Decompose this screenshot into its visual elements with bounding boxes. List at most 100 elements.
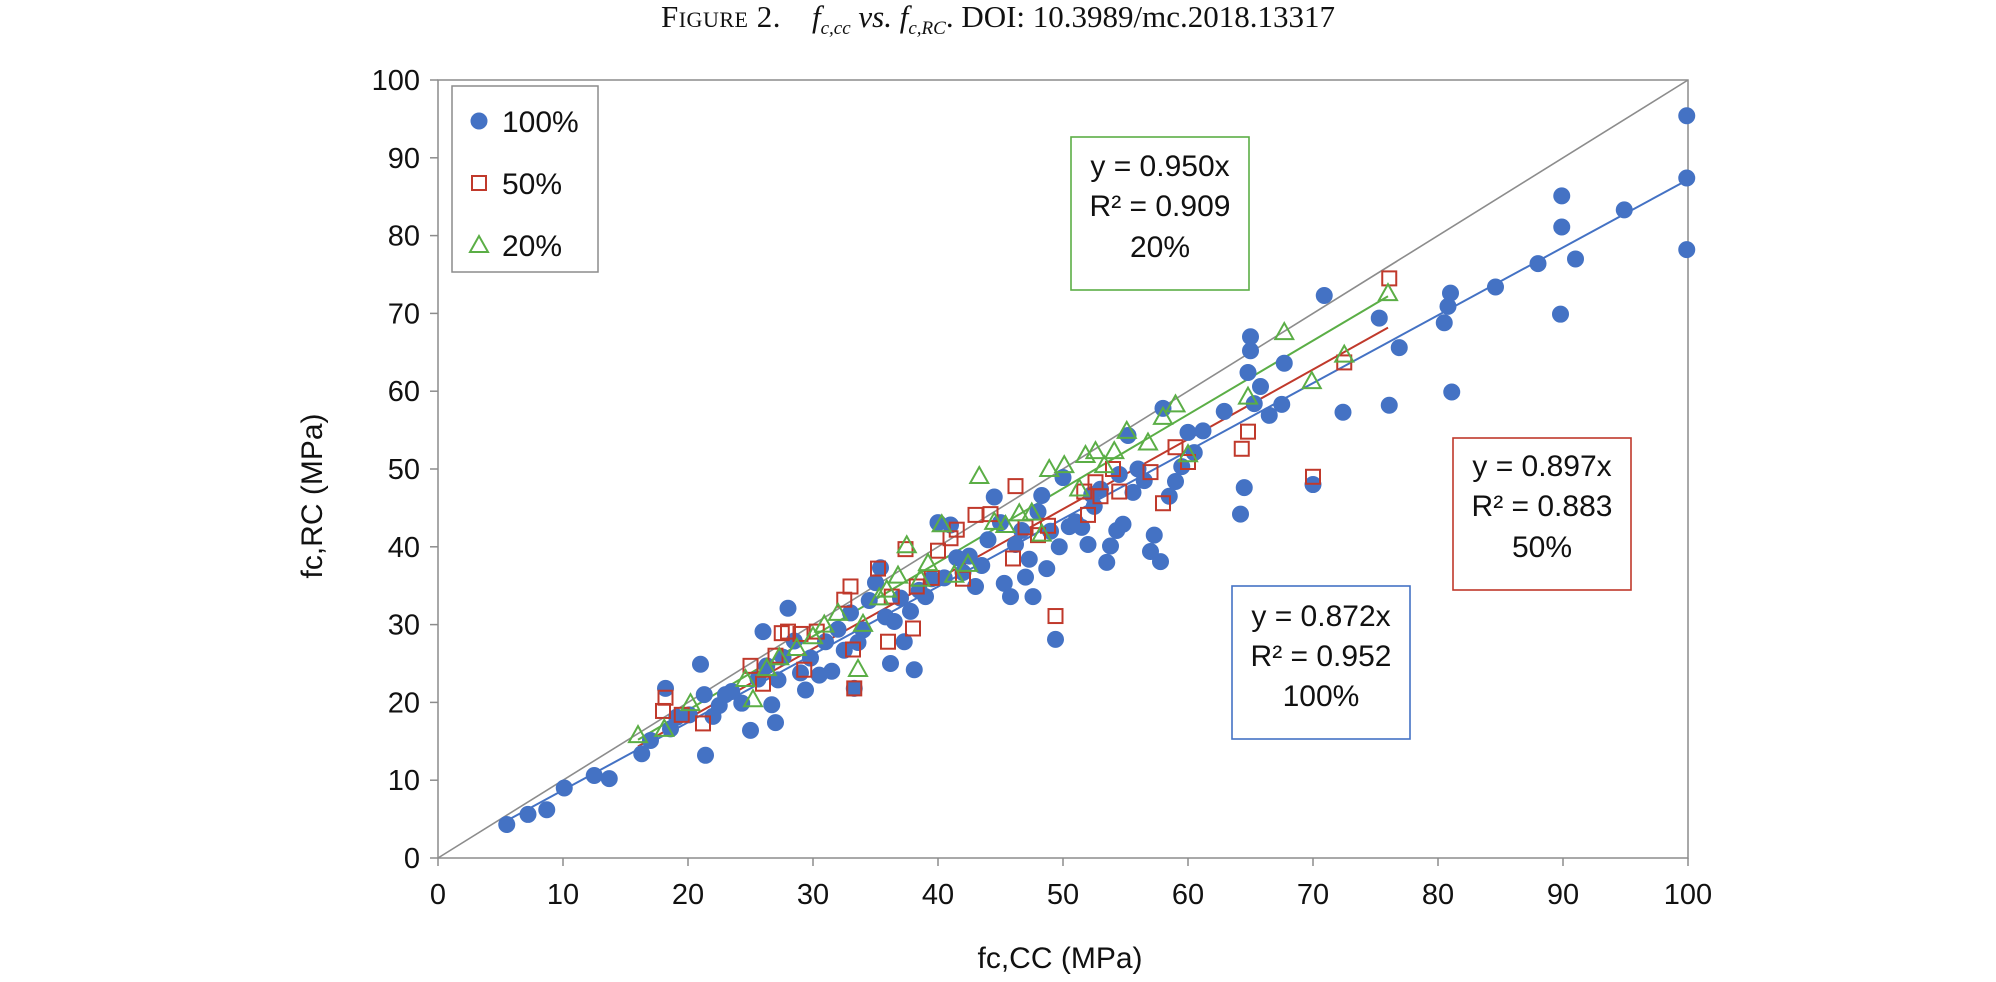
data-point bbox=[1240, 423, 1256, 440]
data-point bbox=[585, 767, 603, 785]
legend-label: 100% bbox=[502, 106, 579, 139]
annotation-box bbox=[1070, 136, 1250, 291]
data-point bbox=[1273, 395, 1291, 413]
data-point bbox=[1116, 419, 1138, 439]
data-point bbox=[1567, 250, 1584, 268]
data-point bbox=[692, 655, 709, 673]
data-point bbox=[733, 694, 751, 712]
data-point bbox=[1007, 478, 1024, 495]
data-point bbox=[657, 679, 674, 697]
y-tick-label: 0 bbox=[404, 843, 420, 875]
y-tick-label: 80 bbox=[388, 221, 420, 253]
data-point bbox=[792, 625, 809, 642]
data-point bbox=[742, 688, 764, 708]
data-point bbox=[1381, 270, 1398, 287]
x-tick-label: 20 bbox=[672, 879, 704, 911]
data-point bbox=[1334, 403, 1352, 421]
data-point bbox=[845, 679, 863, 697]
data-point bbox=[917, 588, 934, 606]
data-point bbox=[1054, 469, 1072, 487]
data-point bbox=[1145, 526, 1163, 544]
data-point bbox=[1053, 454, 1075, 474]
y-tick-label: 30 bbox=[388, 610, 420, 642]
data-point bbox=[653, 717, 675, 737]
data-point bbox=[817, 633, 834, 651]
annotation-line: R² = 0.952 bbox=[1251, 640, 1392, 673]
data-point bbox=[555, 779, 573, 797]
y-axis-title: fc,RC (MPa) bbox=[296, 414, 329, 579]
legend-marker bbox=[471, 175, 487, 191]
data-point bbox=[895, 633, 913, 651]
data-point bbox=[1370, 309, 1388, 327]
caption-vs: vs. bbox=[858, 0, 892, 34]
data-point bbox=[1047, 608, 1064, 625]
data-point bbox=[905, 661, 923, 679]
data-point bbox=[1155, 495, 1171, 512]
data-point bbox=[1237, 385, 1259, 405]
data-point bbox=[1553, 218, 1571, 236]
legend-label: 20% bbox=[502, 230, 562, 263]
annotation-line: y = 0.950x bbox=[1090, 150, 1229, 183]
data-point bbox=[1333, 343, 1355, 363]
data-point bbox=[1390, 339, 1408, 357]
data-point bbox=[1079, 535, 1097, 553]
data-point bbox=[1443, 383, 1461, 401]
data-point bbox=[498, 816, 516, 834]
annotation-circle: y = 0.872x R² = 0.952 100% bbox=[1231, 585, 1411, 740]
legend: 100% 50% 20% bbox=[451, 85, 599, 273]
data-point bbox=[1031, 522, 1053, 542]
data-point bbox=[754, 623, 772, 641]
data-point bbox=[867, 574, 884, 592]
data-point bbox=[695, 715, 711, 732]
data-point bbox=[1678, 169, 1696, 187]
data-point bbox=[829, 620, 847, 638]
data-point bbox=[1215, 402, 1233, 420]
y-tick-label: 40 bbox=[388, 532, 420, 564]
x-tick-label: 60 bbox=[1172, 879, 1204, 911]
series-triangle-points bbox=[627, 282, 1399, 744]
data-point bbox=[1114, 515, 1132, 533]
x-tick-label: 0 bbox=[430, 879, 446, 911]
data-point bbox=[1124, 483, 1142, 501]
x-tick-label: 100 bbox=[1664, 879, 1712, 911]
data-point bbox=[742, 657, 759, 674]
data-point bbox=[767, 714, 784, 732]
data-point bbox=[905, 620, 921, 637]
data-point bbox=[852, 612, 874, 632]
data-point bbox=[697, 746, 714, 764]
data-point bbox=[1008, 502, 1030, 522]
data-point bbox=[892, 589, 909, 607]
data-point bbox=[768, 646, 790, 666]
annotation-line: 100% bbox=[1283, 680, 1360, 713]
annotation-line: y = 0.897x bbox=[1472, 450, 1611, 483]
y-tick-label: 10 bbox=[388, 765, 420, 797]
data-point bbox=[1305, 468, 1321, 485]
data-point bbox=[792, 664, 809, 682]
data-point bbox=[1038, 457, 1060, 477]
figure-caption: Figure 2. fc,cc vs. fc,RC. DOI: 10.3989/… bbox=[0, 0, 1996, 46]
data-point bbox=[1553, 187, 1571, 205]
data-point bbox=[1164, 393, 1187, 413]
data-point bbox=[519, 805, 537, 823]
annotations-layer: y = 0.872x R² = 0.952 100% y = 0.897x R² = 0… bbox=[1070, 136, 1632, 740]
data-point bbox=[1038, 560, 1056, 578]
data-point bbox=[917, 552, 939, 572]
data-point bbox=[756, 657, 778, 677]
data-point bbox=[1260, 406, 1278, 424]
data-point bbox=[882, 655, 899, 672]
data-point bbox=[780, 623, 796, 640]
data-point bbox=[968, 464, 990, 485]
x-tick-label: 90 bbox=[1547, 879, 1579, 911]
annotation-line: y = 0.872x bbox=[1251, 600, 1390, 633]
data-point bbox=[876, 578, 898, 598]
data-point bbox=[931, 513, 953, 533]
data-point bbox=[870, 560, 886, 577]
legend-label: 50% bbox=[502, 168, 562, 201]
data-point bbox=[1179, 423, 1197, 441]
data-point bbox=[538, 801, 556, 819]
data-point bbox=[1102, 537, 1119, 555]
data-point bbox=[1435, 314, 1453, 332]
data-point bbox=[845, 641, 861, 658]
data-point bbox=[1142, 542, 1159, 560]
data-point bbox=[957, 552, 979, 572]
